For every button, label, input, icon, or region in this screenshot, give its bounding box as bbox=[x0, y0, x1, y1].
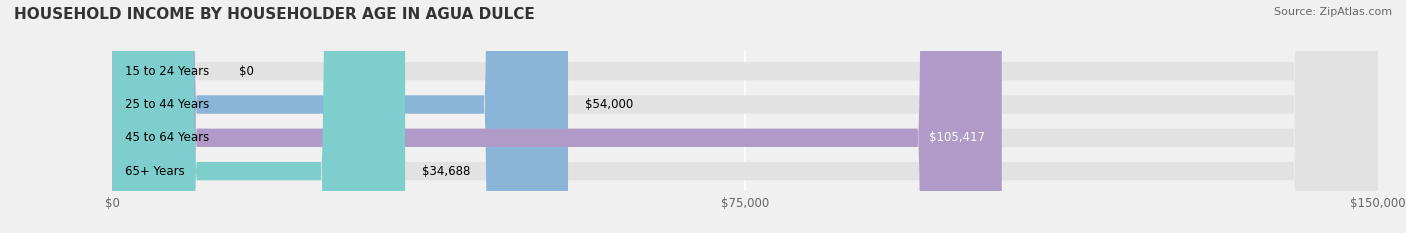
FancyBboxPatch shape bbox=[112, 0, 1378, 233]
Text: $0: $0 bbox=[239, 65, 254, 78]
FancyBboxPatch shape bbox=[112, 0, 405, 233]
Text: 25 to 44 Years: 25 to 44 Years bbox=[125, 98, 209, 111]
FancyBboxPatch shape bbox=[112, 0, 1002, 233]
Text: 15 to 24 Years: 15 to 24 Years bbox=[125, 65, 209, 78]
FancyBboxPatch shape bbox=[112, 0, 1378, 233]
FancyBboxPatch shape bbox=[112, 0, 568, 233]
Text: 65+ Years: 65+ Years bbox=[125, 164, 184, 178]
FancyBboxPatch shape bbox=[112, 0, 1378, 233]
Text: $34,688: $34,688 bbox=[422, 164, 471, 178]
FancyBboxPatch shape bbox=[112, 0, 1378, 233]
Text: $54,000: $54,000 bbox=[585, 98, 633, 111]
Text: 45 to 64 Years: 45 to 64 Years bbox=[125, 131, 209, 144]
Text: Source: ZipAtlas.com: Source: ZipAtlas.com bbox=[1274, 7, 1392, 17]
Text: HOUSEHOLD INCOME BY HOUSEHOLDER AGE IN AGUA DULCE: HOUSEHOLD INCOME BY HOUSEHOLDER AGE IN A… bbox=[14, 7, 534, 22]
Text: $105,417: $105,417 bbox=[929, 131, 986, 144]
